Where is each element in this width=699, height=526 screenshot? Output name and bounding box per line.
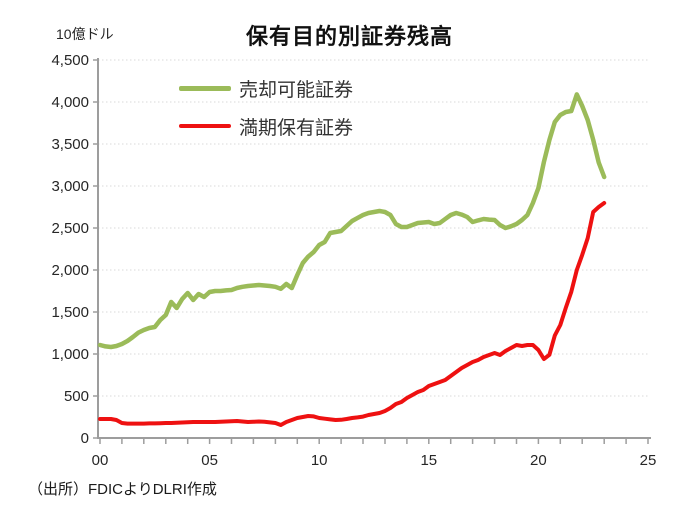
legend: 売却可能証券 満期保有証券 [179, 69, 353, 145]
legend-label-htm: 満期保有証券 [239, 117, 354, 139]
legend-label-afs: 売却可能証券 [239, 79, 354, 101]
legend-swatch-htm-line [179, 124, 231, 128]
y-tick-label: 3,000 [51, 178, 89, 195]
series-line-afs [97, 92, 607, 350]
y-tick-label: 4,000 [51, 94, 89, 111]
y-tick-label: 1,000 [51, 346, 89, 363]
x-tick-label: 20 [530, 452, 547, 469]
x-tick-label: 10 [311, 452, 328, 469]
x-tick-label: 25 [640, 452, 657, 469]
x-tick-label: 15 [420, 452, 437, 469]
y-tick-label: 2,000 [51, 262, 89, 279]
y-tick-label: 1,500 [51, 304, 89, 321]
y-tick-label: 3,500 [51, 136, 89, 153]
x-tick-label: 05 [201, 452, 218, 469]
y-tick-label: 4,500 [51, 52, 89, 69]
x-tick-label: 00 [92, 452, 109, 469]
y-axis-unit-label: 10億ドル [56, 26, 114, 42]
y-tick-label: 2,500 [51, 220, 89, 237]
legend-item-htm: 満期保有証券 [179, 107, 353, 145]
y-tick-label: 500 [64, 388, 89, 405]
y-tick-label: 0 [81, 430, 89, 447]
series-line-htm [98, 201, 607, 427]
chart-title: 保有目的別証券残高 [245, 24, 453, 49]
legend-item-afs: 売却可能証券 [179, 69, 353, 107]
legend-swatch-afs-line [179, 85, 231, 91]
source-note: （出所）FDICよりDLRI作成 [28, 481, 217, 498]
